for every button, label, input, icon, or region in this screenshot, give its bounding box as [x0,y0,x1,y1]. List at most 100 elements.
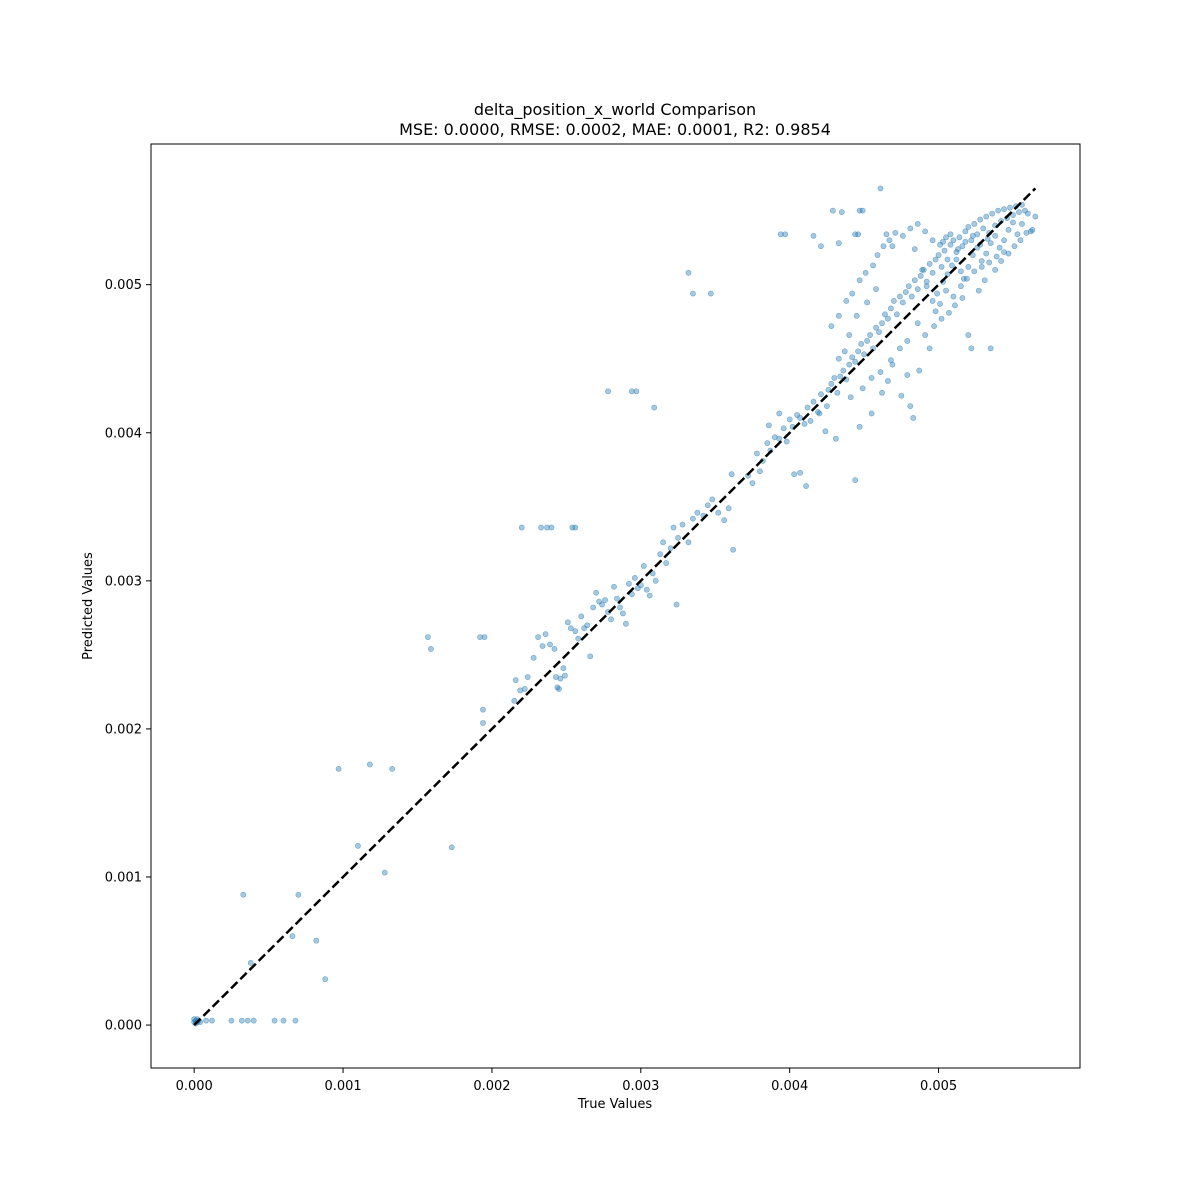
data-point [578,613,585,620]
data-point [560,665,567,672]
data-point [862,269,869,276]
data-point [937,301,943,307]
data-point [1010,212,1016,218]
data-point [247,959,254,966]
data-point [366,761,373,768]
data-point [673,601,680,608]
data-point [810,398,817,405]
data-point [608,616,614,623]
data-point [950,293,957,300]
data-point [911,246,918,253]
data-point [561,672,568,679]
data-point [777,231,784,238]
data-point [628,388,635,395]
data-point [856,207,863,214]
data-point [953,256,960,263]
data-point [1023,229,1030,236]
data-point [675,534,681,541]
data-point [572,524,579,531]
data-point [389,765,396,772]
data-point [986,259,993,266]
data-point [721,517,728,524]
x-tick-label: 0.001 [324,1079,361,1094]
data-point [914,286,921,293]
y-tick-label: 0.002 [105,722,142,737]
data-point [849,354,856,361]
data-point [883,231,890,238]
data-point [203,1017,209,1024]
data-point [987,345,994,352]
data-point [879,320,885,327]
data-point [1007,204,1013,211]
data-point [989,210,996,217]
data-point [896,345,903,352]
chart-subtitle: MSE: 0.0000, RMSE: 0.0002, MAE: 0.0001, … [399,120,831,139]
data-point [852,477,859,484]
data-point [1024,210,1031,217]
data-point [725,505,732,512]
data-point [959,295,966,301]
data-point [917,272,924,279]
data-point [670,524,677,531]
data-point [868,375,875,381]
data-point [801,420,808,427]
data-point [381,869,388,876]
data-point [776,435,783,442]
data-point [694,509,701,516]
data-point [891,298,897,304]
data-point [660,539,667,546]
data-point [335,765,342,772]
data-point [968,345,975,352]
data-point [557,675,564,682]
data-point [564,619,571,626]
data-point [289,933,296,940]
x-axis-label: True Values [577,1097,652,1112]
data-point [633,388,640,395]
data-point [832,435,839,442]
data-point [626,580,632,587]
data-point [929,269,936,276]
y-tick-label: 0.000 [105,1019,142,1034]
data-point [715,509,722,516]
data-point [776,410,783,417]
data-point [355,842,361,849]
data-point [569,524,576,531]
data-point [864,299,870,306]
data-point [998,258,1004,264]
data-point [584,622,591,629]
data-point [935,252,942,258]
data-point [757,468,763,475]
data-point [295,891,302,898]
data-point [539,643,546,649]
data-point [861,351,868,358]
data-point [831,375,838,381]
data-point [946,309,952,316]
x-tick-label: 0.004 [771,1079,808,1094]
data-point [810,232,817,239]
data-point [634,585,641,592]
data-point [835,355,842,362]
data-point [835,240,842,247]
data-point [828,323,835,330]
data-point [786,416,793,423]
y-tick-label: 0.005 [105,278,142,293]
data-point [1029,226,1036,233]
data-point [846,332,853,338]
data-point [974,231,981,238]
data-point [867,332,873,338]
data-point [448,844,455,851]
data-point [983,213,990,220]
y-tick-label: 0.003 [105,574,142,589]
data-point [856,423,863,430]
data-point [825,386,832,393]
data-point [947,241,954,248]
data-point [898,392,905,399]
data-point [690,515,696,522]
data-point [228,1017,235,1024]
data-point [879,389,885,396]
data-point [853,312,860,319]
data-point [685,539,692,546]
data-point [899,232,906,239]
data-point [846,361,853,368]
data-point [590,604,597,611]
